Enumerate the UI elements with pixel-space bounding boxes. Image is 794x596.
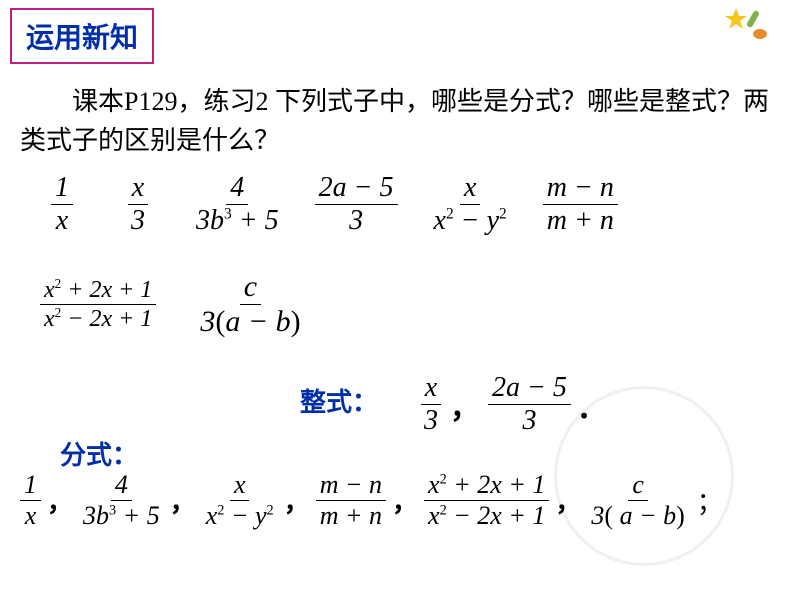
expr1-2-numerator: 4	[226, 172, 248, 205]
question-text: 课本P129，练习2 下列式子中，哪些是分式？哪些是整式？两类式子的区别是什么？	[20, 82, 774, 160]
separator: ，	[41, 482, 79, 519]
zhengshi-item-0-denominator: 3	[420, 405, 442, 437]
zhengshi-item-0: x3	[420, 372, 442, 437]
expr2-1-denominator: 3(a − b)	[196, 305, 304, 339]
expr2-1: c3(a − b)	[196, 270, 304, 339]
fenshi-item-3-numerator: m − n	[316, 470, 386, 501]
question-content: 课本P129，练习2 下列式子中，哪些是分式？哪些是整式？两类式子的区别是什么？	[20, 87, 769, 155]
expr1-4-denominator: x2 − y2	[430, 205, 511, 237]
fenshi-item-1: 43b3 + 5	[79, 470, 164, 531]
expr2-1-numerator: c	[240, 270, 261, 305]
expr1-3-numerator: 2a − 5	[315, 172, 398, 205]
expr1-0-numerator: 1	[51, 172, 73, 205]
expr1-5-denominator: m + n	[543, 205, 618, 237]
expression-row-2: x2 + 2x + 1x2 − 2x + 1 c3(a − b)	[40, 270, 305, 339]
fenshi-item-0: 1x	[20, 470, 41, 531]
fenshi-item-1-denominator: 3b3 + 5	[79, 501, 164, 531]
zhengshi-item-0-numerator: x	[421, 372, 441, 405]
expr1-2-denominator: 3b3 + 5	[192, 205, 283, 237]
separator: ，	[386, 482, 424, 519]
brush-star-icon	[724, 6, 774, 46]
fenshi-item-2: xx2 − y2	[202, 470, 278, 531]
fenshi-item-4-numerator: x2 + 2x + 1	[424, 470, 549, 501]
expr1-1: x3	[116, 172, 160, 237]
fenshi-item-4: x2 + 2x + 1x2 − 2x + 1	[424, 470, 549, 531]
expr1-5: m − nm + n	[543, 172, 618, 237]
fenshi-item-2-denominator: x2 − y2	[202, 501, 278, 531]
fenshi-label: 分式：	[60, 435, 138, 472]
fenshi-item-0-numerator: 1	[20, 470, 41, 501]
expr1-1-denominator: 3	[127, 205, 149, 237]
fenshi-item-3: m − nm + n	[316, 470, 386, 531]
expr1-5-numerator: m − n	[543, 172, 618, 205]
expr1-3-denominator: 3	[345, 205, 367, 237]
expr1-0: 1x	[40, 172, 84, 237]
zhengshi-item-1-denominator: 3	[518, 405, 540, 437]
zhengshi-item-1: 2a − 53	[488, 372, 571, 437]
expression-row-1: 1xx343b3 + 52a − 53xx2 − y2m − nm + n	[40, 172, 618, 237]
expr1-4-numerator: x	[460, 172, 480, 205]
separator: ，	[278, 482, 316, 519]
section-title-box: 运用新知	[10, 8, 154, 64]
fenshi-item-2-numerator: x	[230, 470, 250, 501]
fenshi-item-3-denominator: m + n	[316, 501, 386, 531]
separator: ，	[164, 482, 202, 519]
expr1-1-numerator: x	[128, 172, 148, 205]
zhengshi-label: 整式：	[300, 382, 378, 419]
expr1-4: xx2 − y2	[430, 172, 511, 237]
section-title: 运用新知	[26, 23, 138, 54]
expr2-0-numerator: x2 + 2x + 1	[40, 276, 156, 305]
expr1-2: 43b3 + 5	[192, 172, 283, 237]
fenshi-item-1-numerator: 4	[111, 470, 132, 501]
separator: ，	[442, 383, 488, 427]
zhengshi-item-1-numerator: 2a − 5	[488, 372, 571, 405]
expr1-0-denominator: x	[52, 205, 72, 237]
expr2-0: x2 + 2x + 1x2 − 2x + 1	[40, 276, 156, 333]
watermark-icon	[554, 386, 734, 566]
expr2-0-denominator: x2 − 2x + 1	[40, 305, 156, 333]
fenshi-item-0-denominator: x	[21, 501, 41, 531]
expr1-3: 2a − 53	[315, 172, 398, 237]
fenshi-item-4-denominator: x2 − 2x + 1	[424, 501, 549, 531]
